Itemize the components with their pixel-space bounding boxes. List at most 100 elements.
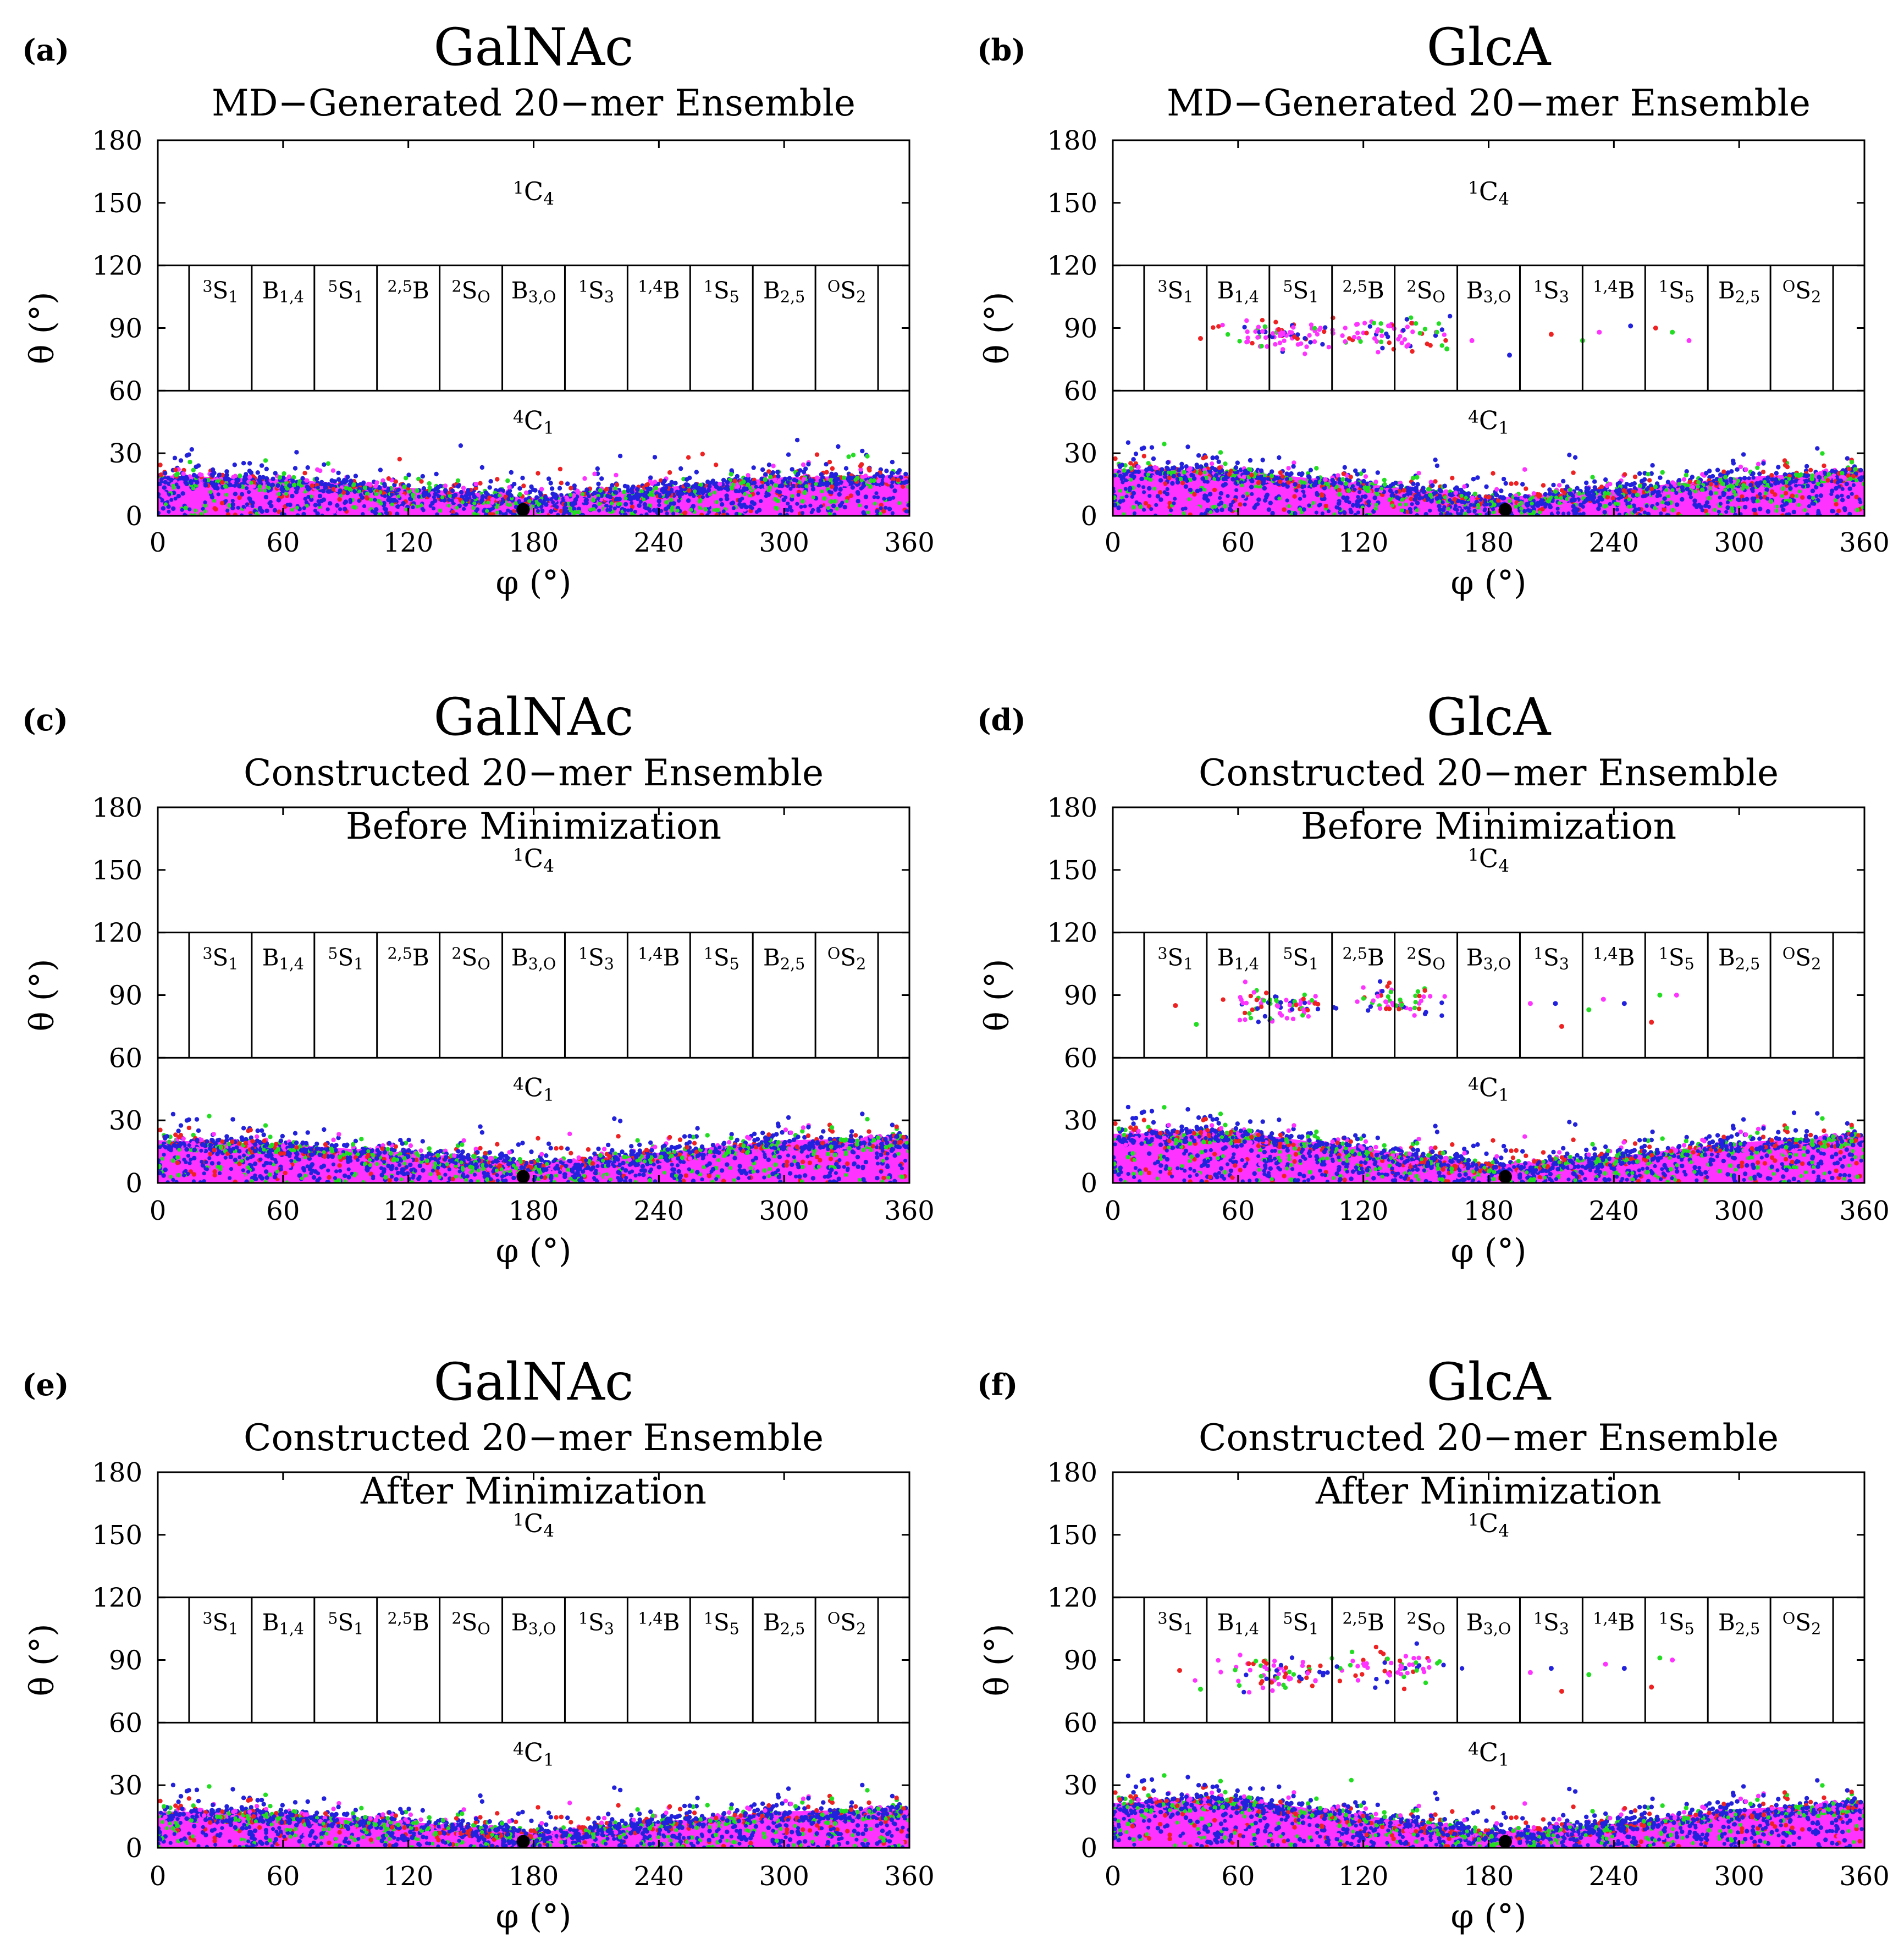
data-point <box>1415 500 1420 505</box>
data-point <box>1840 471 1845 476</box>
data-point <box>1306 474 1311 479</box>
data-point <box>296 486 300 490</box>
data-point <box>1113 495 1117 500</box>
data-point <box>1801 485 1805 489</box>
data-point <box>1314 510 1318 515</box>
data-point <box>1141 485 1146 489</box>
data-point <box>1675 497 1680 502</box>
data-point <box>368 482 373 487</box>
data-point <box>564 506 569 510</box>
data-point <box>1557 501 1561 505</box>
data-point <box>212 499 217 503</box>
data-point <box>1296 471 1302 476</box>
data-point <box>1415 508 1419 513</box>
data-point <box>1280 474 1285 479</box>
data-point <box>759 485 763 489</box>
data-point <box>163 471 168 476</box>
data-point <box>1748 482 1753 487</box>
data-point <box>815 475 820 480</box>
data-point <box>1631 503 1636 508</box>
data-point <box>257 488 262 493</box>
data-point <box>649 481 655 486</box>
data-point <box>187 507 192 511</box>
pucker-label: 1,4B <box>638 277 680 304</box>
data-point <box>1577 491 1582 496</box>
data-point <box>1637 507 1641 511</box>
data-point <box>1335 485 1339 489</box>
data-point <box>1602 510 1607 515</box>
data-point <box>341 490 346 495</box>
data-point <box>1347 500 1351 505</box>
data-point <box>1692 502 1697 507</box>
data-point <box>1155 470 1160 475</box>
data-point <box>1704 471 1709 476</box>
data-point <box>1723 475 1728 480</box>
data-point <box>1167 475 1172 481</box>
data-point <box>392 498 396 502</box>
data-point <box>1680 488 1685 493</box>
data-point <box>1585 491 1590 497</box>
data-point <box>1356 481 1361 486</box>
data-point <box>500 501 504 505</box>
data-point <box>1293 511 1298 516</box>
data-point <box>700 495 705 499</box>
data-point <box>316 486 320 490</box>
data-point <box>224 499 228 503</box>
data-point <box>1582 500 1586 505</box>
data-point <box>1415 475 1420 480</box>
data-point <box>365 492 370 497</box>
data-point <box>1266 507 1272 512</box>
y-tick-label: 180 <box>1047 125 1097 156</box>
data-point <box>220 472 225 478</box>
data-point <box>1561 478 1566 484</box>
data-point <box>1273 342 1278 347</box>
data-point <box>1758 492 1762 497</box>
data-point <box>1282 507 1287 512</box>
data-point <box>267 486 271 491</box>
data-point <box>1649 471 1654 476</box>
data-point <box>770 470 776 475</box>
data-point <box>1442 332 1447 337</box>
pucker-grid <box>1113 265 1864 392</box>
data-point <box>1715 467 1720 472</box>
data-point <box>1363 474 1368 479</box>
data-point <box>1318 503 1322 507</box>
x-axis-label: φ (°) <box>1451 564 1527 602</box>
data-point <box>686 483 691 488</box>
data-point <box>421 508 426 513</box>
data-point <box>851 453 856 458</box>
data-point <box>1817 475 1822 480</box>
data-point <box>466 488 471 493</box>
data-point <box>1816 509 1820 513</box>
data-point <box>1308 340 1313 345</box>
data-point <box>1729 480 1734 484</box>
data-point <box>1345 495 1350 500</box>
data-point <box>1307 333 1312 338</box>
data-point <box>421 486 427 491</box>
data-point <box>1133 469 1138 475</box>
data-point <box>336 477 341 482</box>
data-point <box>564 495 569 500</box>
data-point <box>1575 486 1580 491</box>
data-point <box>446 507 451 512</box>
data-point <box>1222 504 1227 509</box>
data-point <box>1277 496 1282 501</box>
data-point <box>495 477 500 482</box>
pucker-label: 2,5B <box>388 277 429 304</box>
data-point <box>652 455 658 460</box>
data-point <box>1165 487 1169 492</box>
data-point <box>488 479 493 484</box>
data-point <box>1332 512 1337 516</box>
data-point <box>1530 502 1534 506</box>
data-point <box>1254 485 1259 489</box>
data-point <box>1375 329 1379 334</box>
y-tick-label: 90 <box>1064 313 1097 344</box>
data-point <box>1240 483 1244 488</box>
data-point <box>1460 509 1464 513</box>
data-point <box>614 482 620 487</box>
data-point <box>735 484 741 489</box>
data-point <box>538 498 543 503</box>
data-point <box>669 480 674 485</box>
data-point <box>791 483 796 489</box>
data-point <box>838 487 843 492</box>
